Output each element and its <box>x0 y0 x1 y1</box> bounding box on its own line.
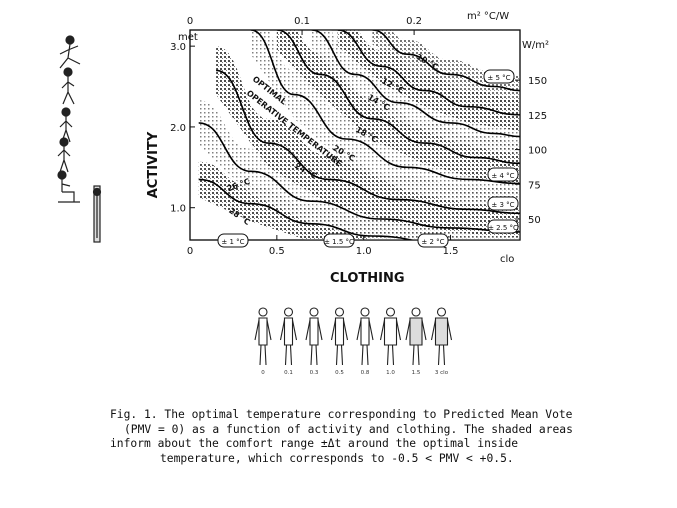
top-axis-unit: m² °C/W <box>467 11 509 22</box>
clothing-figure-icon <box>356 307 374 366</box>
clothing-value-label: 0.3 <box>310 370 319 376</box>
temperature-curve <box>215 69 520 215</box>
comfort-bands <box>198 30 520 240</box>
right-tick-label: 50 <box>528 215 541 226</box>
comfort-band <box>337 30 520 131</box>
y-tick-label: 2.0 <box>170 123 186 134</box>
tolerance-badge <box>483 69 515 84</box>
y-axis-unit: met <box>178 32 198 43</box>
clothing-figure-icon <box>379 307 402 366</box>
x-tick-label: 0 <box>187 246 193 257</box>
top-tick-label: 0.1 <box>294 16 310 27</box>
axis-ticks: 0 0.5 1.0 1.5 1.0 2.0 3.0 0 0.1 0.2 150 125 100 75 50 <box>170 16 547 257</box>
comfort-band <box>198 161 520 240</box>
comfort-band <box>372 30 520 106</box>
x-axis-title: CLOTHING <box>330 271 405 286</box>
clothing-figure-icon <box>330 307 349 366</box>
walking-figure-icon <box>59 107 73 143</box>
tolerance-label: ± 4 °C <box>491 172 514 180</box>
tolerance-label: ± 2 °C <box>421 238 444 246</box>
clothing-figure-icon <box>254 307 272 366</box>
walking-fast-figure-icon <box>61 67 75 105</box>
clothing-figure-icon <box>279 307 298 366</box>
tolerance-badge <box>217 233 249 248</box>
tolerance-badge <box>417 233 449 248</box>
tolerance-label: ± 1 °C <box>221 238 244 246</box>
temperature-curve <box>276 30 520 165</box>
clothing-figures: 0 0.1 0.3 0.5 0.8 1.0 1.5 3 clo <box>254 307 453 376</box>
clothing-figure-icon <box>305 307 323 366</box>
top-tick-label: 0 <box>187 16 193 27</box>
temperature-curves <box>198 30 520 240</box>
tolerance-badge <box>487 196 519 211</box>
caption-line-4: temperature, which corresponds to -0.5 <… <box>160 451 514 465</box>
temperature-curve <box>311 30 520 138</box>
tolerance-badge <box>487 219 519 234</box>
temperature-curve <box>198 122 520 233</box>
temperature-curve <box>198 178 416 240</box>
top-tick-label: 0.2 <box>406 16 422 27</box>
clothing-value-label: 0.1 <box>284 370 293 376</box>
right-tick-label: 100 <box>528 146 547 157</box>
tolerance-label: ± 5 °C <box>487 74 510 82</box>
caption-line-1: Fig. 1. The optimal temperature correspo… <box>110 408 573 421</box>
reclining-figure-icon <box>92 185 102 243</box>
tolerance-badge <box>323 233 355 248</box>
y-tick-label: 3.0 <box>170 42 186 53</box>
sitting-figure-icon <box>57 170 80 203</box>
caption-line-2: (PMV = 0) as a function of activity and … <box>124 422 573 436</box>
right-tick-label: 125 <box>528 111 547 122</box>
clothing-value-label: 0.8 <box>361 370 370 376</box>
right-axis-unit: W/m² <box>522 40 549 51</box>
x-tick-label: 0.5 <box>269 246 285 257</box>
figure-caption: Fig. 1. The optimal temperature correspo… <box>110 408 640 466</box>
tolerance-label: ± 3 °C <box>491 201 514 209</box>
clothing-value-label: 1.0 <box>386 370 395 376</box>
standing-figure-icon <box>57 137 71 173</box>
running-figure-icon <box>59 35 81 69</box>
activity-figures <box>57 35 102 243</box>
tolerance-label: ± 2.5 °C <box>488 224 518 232</box>
clothing-value-label: 0 <box>261 370 265 376</box>
clothing-figure-icon <box>405 307 427 366</box>
temperature-curve <box>372 30 520 92</box>
x-tick-label: 1.5 <box>443 246 459 257</box>
plot-area <box>189 29 521 241</box>
clothing-value-label: 1.5 <box>412 370 421 376</box>
caption-line-3: inform about the comfort range ±Δt aroun… <box>110 437 519 450</box>
y-axis-title: ACTIVITY <box>146 131 161 198</box>
clothing-value-label: 3 clo <box>435 370 449 376</box>
tolerance-label: ± 1.5 °C <box>324 238 354 246</box>
x-axis-unit: clo <box>500 254 514 265</box>
tolerance-badge <box>487 167 519 182</box>
temperature-curve <box>337 30 520 116</box>
clothing-value-label: 0.5 <box>335 370 344 376</box>
temperature-curve <box>250 30 520 185</box>
y-tick-label: 1.0 <box>170 204 186 215</box>
right-tick-label: 150 <box>528 76 547 87</box>
clothing-figure-icon <box>430 307 453 366</box>
right-tick-label: 75 <box>528 180 541 191</box>
x-tick-label: 1.0 <box>356 246 372 257</box>
